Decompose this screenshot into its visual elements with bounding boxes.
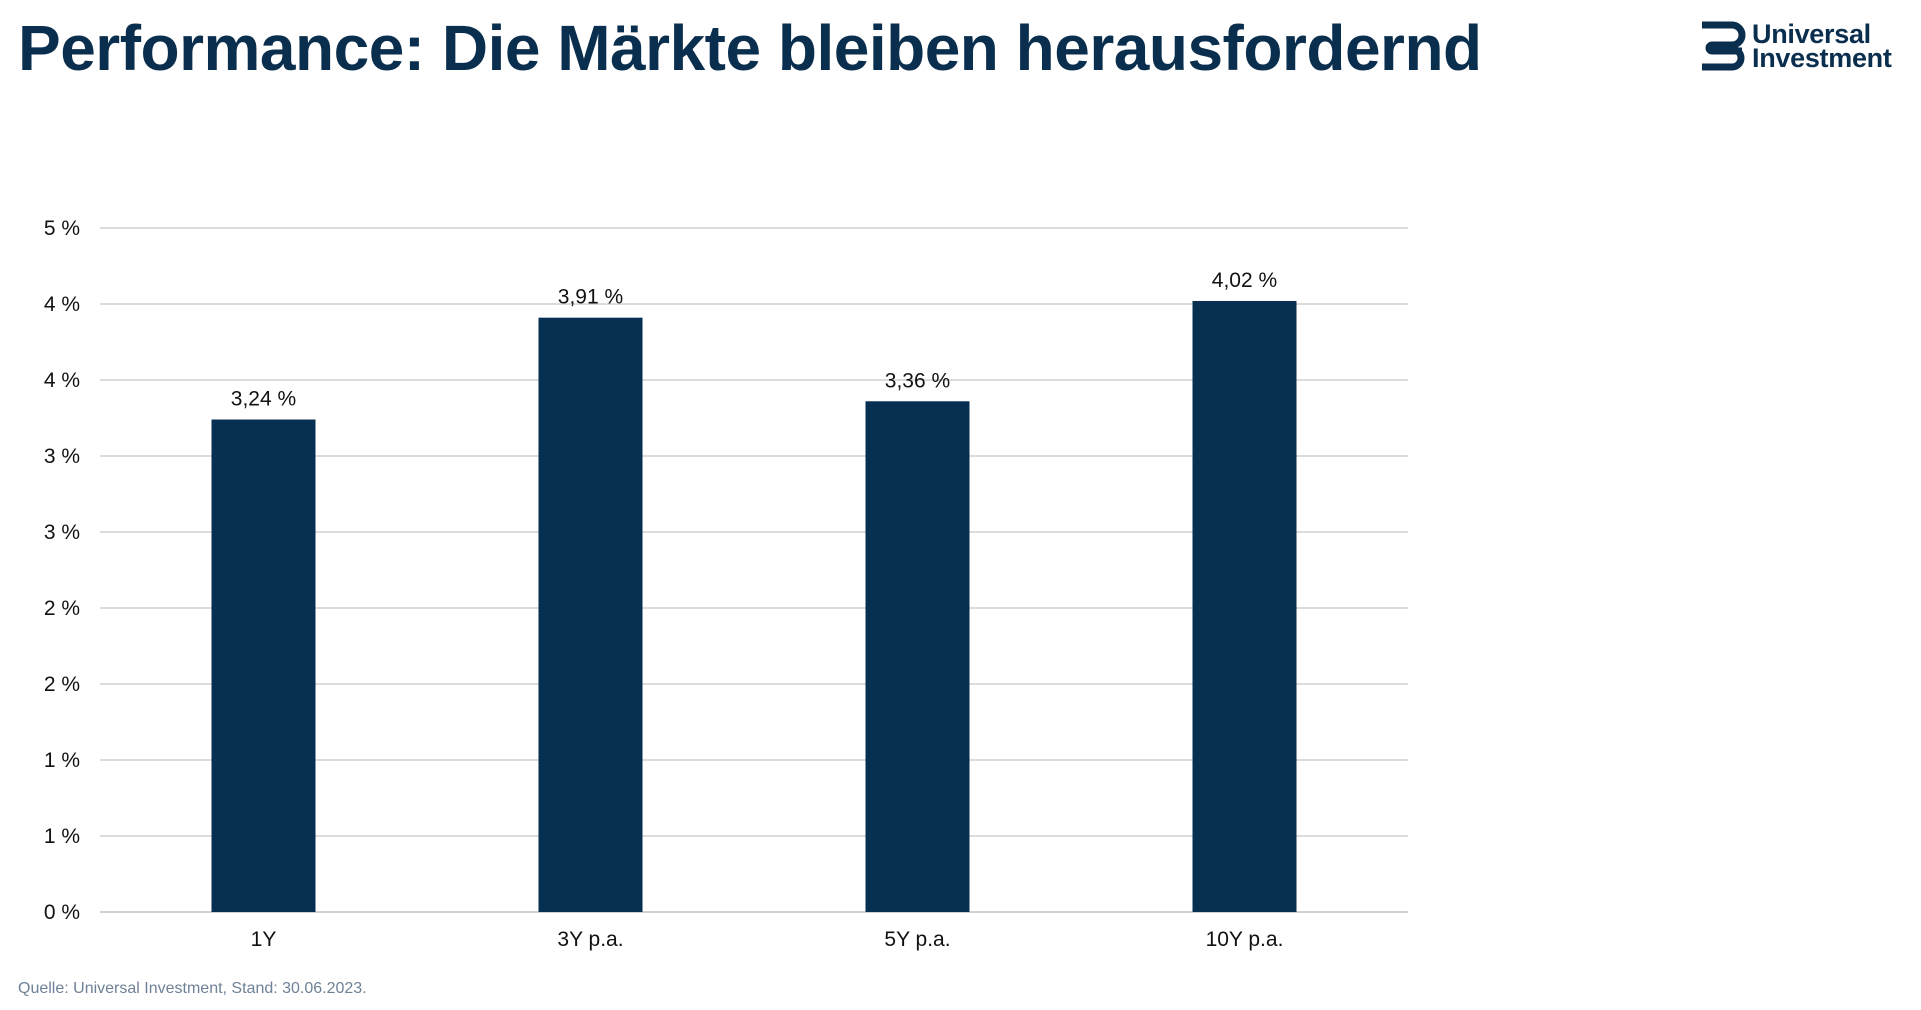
data-label: 3,24 %	[231, 388, 296, 411]
y-tick-label: 5 %	[44, 217, 80, 240]
y-tick-label: 4 %	[44, 293, 80, 316]
logo-line-2: Investment	[1752, 43, 1892, 73]
universal-investment-logo-icon	[1702, 21, 1746, 71]
y-tick-label: 2 %	[44, 597, 80, 620]
x-tick-label: 1Y	[251, 928, 277, 951]
y-tick-label: 1 %	[44, 825, 80, 848]
bar	[1192, 300, 1297, 913]
data-label: 3,91 %	[558, 286, 623, 309]
data-label: 4,02 %	[1212, 269, 1277, 292]
logo-wordmark: Universal Investment	[1752, 19, 1892, 73]
bar	[538, 317, 643, 912]
y-tick-label: 3 %	[44, 521, 80, 544]
y-tick-label: 4 %	[44, 369, 80, 392]
page-title: Performance: Die Märkte bleiben herausfo…	[18, 12, 1482, 84]
y-tick-label: 1 %	[44, 749, 80, 772]
bar-chart: 0 % 1 % 1 % 2 % 2 % 3 % 3 % 4 % 4 % 5 % 3,24 % 3,9…	[44, 217, 1408, 951]
y-tick-label: 0 %	[44, 901, 80, 924]
bar	[865, 401, 970, 912]
x-axis-tick-labels: 1Y 3Y p.a. 5Y p.a. 10Y p.a.	[251, 928, 1284, 951]
source-note: Quelle: Universal Investment, Stand: 30.…	[18, 980, 367, 997]
logo-line-1: Universal	[1752, 19, 1871, 49]
data-labels: 3,24 % 3,91 % 3,36 % 4,02 %	[231, 269, 1277, 411]
y-tick-label: 2 %	[44, 673, 80, 696]
x-tick-label: 3Y p.a.	[557, 928, 623, 951]
bars	[211, 300, 1297, 913]
brand-logo: Universal Investment	[1698, 20, 1908, 72]
x-tick-label: 5Y p.a.	[884, 928, 950, 951]
x-tick-label: 10Y p.a.	[1206, 928, 1284, 951]
gridlines	[100, 227, 1408, 913]
y-tick-label: 3 %	[44, 445, 80, 468]
y-axis-tick-labels: 0 % 1 % 1 % 2 % 2 % 3 % 3 % 4 % 4 % 5 %	[44, 217, 80, 924]
bar	[211, 419, 316, 912]
data-label: 3,36 %	[885, 369, 950, 392]
